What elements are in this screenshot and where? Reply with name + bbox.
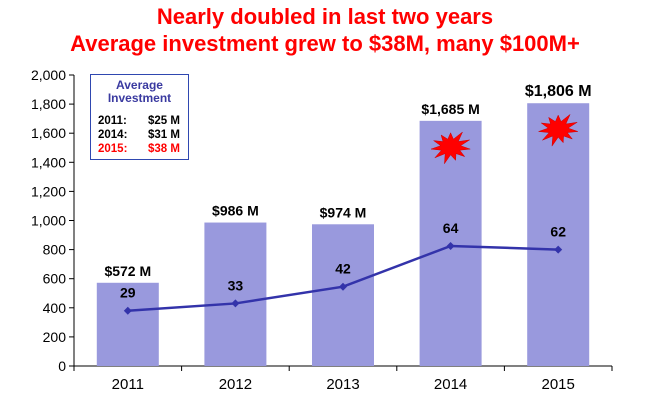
y-tick-label: 800	[43, 242, 67, 258]
chart-title-line-1: Nearly doubled in last two years	[156, 4, 494, 29]
bar-label-2011: $572 M	[104, 263, 151, 279]
legend-amount: $31 M	[148, 129, 180, 141]
bar-label-2012: $986 M	[212, 203, 259, 219]
legend-heading-1: Average	[116, 78, 163, 92]
legend-year: 2014:	[98, 129, 128, 141]
bar-label-2014: $1,685 M	[421, 101, 479, 117]
bar-2011	[96, 282, 159, 366]
y-tick-label: 400	[43, 300, 67, 316]
legend-amount: $38 M	[148, 143, 180, 155]
x-tick-label: 2012	[219, 376, 252, 393]
legend-row-2015: 2015: $38 M	[98, 142, 180, 156]
y-tick-label: 1,000	[31, 213, 66, 229]
line-point-2013	[339, 282, 347, 291]
y-tick-label: 0	[58, 358, 66, 374]
starburst-2014	[430, 131, 471, 165]
bar-label-2015: $1,806 M	[525, 83, 592, 100]
y-tick-label: 1,400	[31, 154, 66, 170]
y-tick-label: 1,200	[31, 183, 66, 199]
legend-box: Average Investment 2011: $25 M 2014: $31…	[90, 74, 189, 160]
line-label-2013: 42	[335, 261, 351, 277]
legend-row-2011: 2011: $25 M	[98, 114, 180, 128]
legend-year: 2011:	[98, 115, 127, 127]
line-label-2011: 29	[120, 285, 136, 301]
bar-2013	[312, 224, 374, 366]
y-tick-label: 2,000	[31, 67, 66, 83]
starburst-2015	[538, 114, 578, 147]
legend-heading-2: Investment	[107, 91, 172, 105]
legend-amount: $25 M	[148, 115, 180, 127]
bar-2012	[204, 222, 267, 366]
x-tick-label: 2013	[326, 376, 359, 393]
chart-title-line-2: Average investment grew to $38M, many $1…	[70, 31, 580, 56]
bar-2015	[527, 103, 590, 367]
legend-year: 2015:	[98, 143, 128, 155]
y-tick-label: 1,800	[31, 96, 66, 112]
bar-label-2013: $974 M	[320, 204, 367, 220]
line-point-2015	[554, 245, 563, 254]
line-label-2014: 64	[443, 220, 459, 236]
y-tick-label: 1,600	[31, 125, 66, 141]
line-point-2011	[123, 306, 132, 315]
y-tick-label: 600	[43, 271, 67, 287]
line-label-2015: 62	[550, 224, 566, 240]
x-tick-label: 2015	[542, 376, 575, 393]
line-label-2012: 33	[228, 277, 244, 293]
x-tick-label: 2011	[112, 376, 144, 393]
legend-row-2014: 2014: $31 M	[98, 128, 180, 142]
line-point-2012	[231, 299, 240, 308]
x-tick-label: 2014	[434, 376, 467, 393]
y-tick-label: 200	[43, 329, 67, 345]
line-point-2014	[446, 241, 455, 250]
